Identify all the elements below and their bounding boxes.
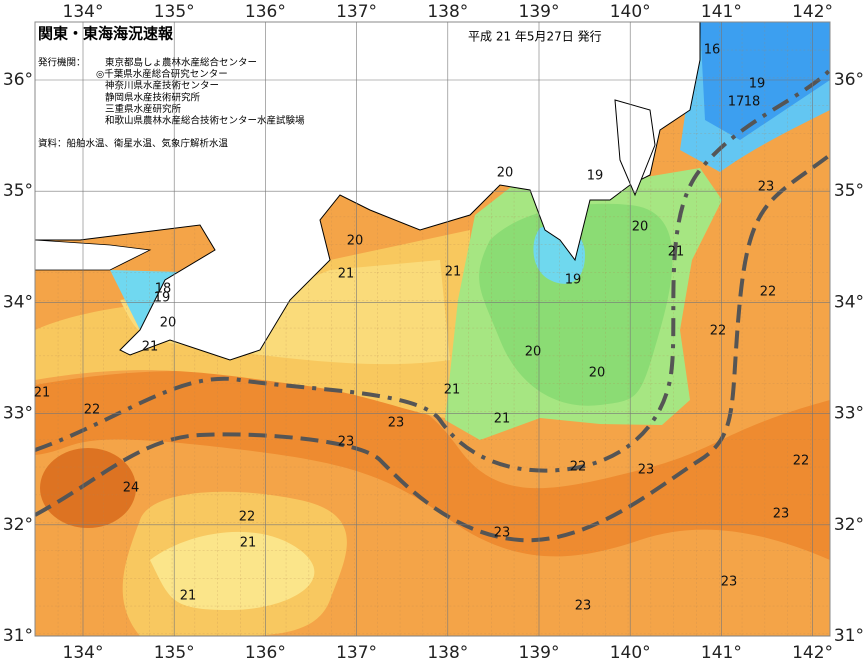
contour-label: 21 xyxy=(444,383,461,398)
lon-label: 137° xyxy=(336,643,377,663)
contour-label: 20 xyxy=(497,166,514,181)
lon-label: 137° xyxy=(336,2,377,22)
issuer-list: 東京都島しょ農林水産総合センター◎千葉県水産総合研究センター神奈川県水産技術セン… xyxy=(96,57,305,127)
contour-label: 21 xyxy=(445,265,462,280)
lat-label: 32° xyxy=(3,515,33,535)
contour-label: 24 xyxy=(123,481,140,496)
lat-label: 34° xyxy=(3,292,33,312)
contour-label: 21 xyxy=(34,386,51,401)
lat-label: 33° xyxy=(834,404,864,424)
contour-label: 20 xyxy=(160,316,177,331)
contour-label: 23 xyxy=(638,463,655,478)
lon-label: 140° xyxy=(610,2,651,22)
lon-label: 135° xyxy=(154,2,195,22)
lat-label: 34° xyxy=(834,292,864,312)
issuer: 和歌山県農林水産総合技術センター水産試験場 xyxy=(105,115,305,127)
lon-label: 138° xyxy=(427,2,468,22)
contour-label: 23 xyxy=(773,507,790,522)
lat-label: 32° xyxy=(834,515,864,535)
contour-label: 19 xyxy=(154,291,171,306)
issuer: 三重県水産研究所 xyxy=(105,103,182,115)
issuer: 神奈川県水産技術センター xyxy=(105,80,219,92)
title: 関東・東海海況速報 xyxy=(38,25,174,43)
contour-label: 16 xyxy=(704,43,721,58)
lon-label: 134° xyxy=(63,2,104,22)
lat-label: 31° xyxy=(834,626,864,646)
contour-label: 22 xyxy=(84,403,101,418)
contour-label: 18 xyxy=(155,282,172,297)
lat-label: 33° xyxy=(3,404,33,424)
lon-label: 142° xyxy=(792,643,833,663)
contour-label: 20 xyxy=(589,366,606,381)
lat-label: 35° xyxy=(834,181,864,201)
source: 資料：船舶水温、衛星水温、気象庁解析水温 xyxy=(38,138,229,150)
contour-label: 21 xyxy=(668,245,685,260)
contour-label: 20 xyxy=(632,220,649,235)
lat-label: 35° xyxy=(3,181,33,201)
contour-label: 21 xyxy=(142,340,159,355)
lon-label: 141° xyxy=(701,643,742,663)
lat-label: 36° xyxy=(834,70,864,90)
contour-label: 19 xyxy=(565,273,582,288)
contour-label: 18 xyxy=(744,95,761,110)
contour-label: 23 xyxy=(721,575,738,590)
lon-label: 139° xyxy=(519,643,560,663)
contour-label: 22 xyxy=(570,460,587,475)
lon-label: 136° xyxy=(245,2,286,22)
contour-label: 19 xyxy=(749,77,766,92)
contour-label: 23 xyxy=(388,416,405,431)
contour-label: 21 xyxy=(494,412,511,427)
contour-label: 20 xyxy=(525,345,542,360)
lon-label: 138° xyxy=(427,643,468,663)
contour-label: 21 xyxy=(180,589,197,604)
lon-label: 136° xyxy=(245,643,286,663)
lon-label: 140° xyxy=(610,643,651,663)
issuer: 静岡県水産技術研究所 xyxy=(105,91,201,103)
lat-label: 31° xyxy=(3,626,33,646)
contour-label: 23 xyxy=(758,180,775,195)
contour-label: 19 xyxy=(587,169,604,184)
lat-label: 36° xyxy=(3,70,33,90)
lon-label: 142° xyxy=(792,2,833,22)
sst-map xyxy=(35,22,830,636)
contour-label: 21 xyxy=(338,267,355,282)
issuer-label: 発行機関： xyxy=(38,57,86,69)
contour-label: 21 xyxy=(240,536,257,551)
contour-label: 23 xyxy=(575,599,592,614)
issuer: ◎千葉県水産総合研究センター xyxy=(96,68,228,80)
contour-label: 23 xyxy=(338,435,355,450)
lon-label: 134° xyxy=(63,643,104,663)
contour-label: 22 xyxy=(760,285,777,300)
lon-label: 135° xyxy=(154,643,195,663)
contour-label: 22 xyxy=(793,454,810,469)
lon-label: 141° xyxy=(701,2,742,22)
contour-label: 17 xyxy=(728,95,745,110)
contour-label: 22 xyxy=(239,510,256,525)
contour-label: 23 xyxy=(494,526,511,541)
lon-label: 139° xyxy=(519,2,560,22)
issue-date: 平成 21 年5月27日 発行 xyxy=(468,30,602,44)
contour-label: 22 xyxy=(710,324,727,339)
issuer: 東京都島しょ農林水産総合センター xyxy=(105,57,257,69)
contour-label: 20 xyxy=(347,234,364,249)
graticule: 134° 134° 135° 135° 136° 136° 137° 137° 138° 138°… xyxy=(3,2,864,663)
